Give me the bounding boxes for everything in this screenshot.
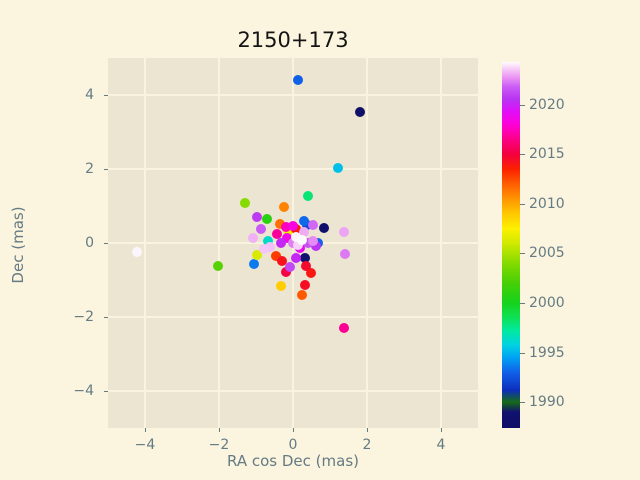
x-tick-mark <box>367 428 368 432</box>
scatter-point <box>275 219 286 230</box>
scatter-point <box>339 226 350 237</box>
scatter-point <box>262 213 273 224</box>
colorbar-tick-mark <box>520 104 525 106</box>
x-tick-mark <box>145 428 146 432</box>
scatter-point <box>319 222 330 233</box>
colorbar-tick-label: 2000 <box>529 295 565 312</box>
scatter-point <box>288 220 298 231</box>
scatter-point <box>300 260 311 271</box>
y-tick-mark <box>104 95 108 96</box>
scatter-point <box>259 243 270 254</box>
scatter-point <box>252 212 263 223</box>
colorbar-tick-mark <box>520 203 525 205</box>
scatter-point <box>270 250 281 261</box>
scatter-point <box>282 232 293 243</box>
y-tick-label: 0 <box>85 235 94 251</box>
scatter-point <box>131 246 142 257</box>
scatter-point <box>252 249 263 260</box>
colorbar-tick-label: 1990 <box>529 394 565 411</box>
scatter-point <box>272 229 283 240</box>
scatter-point <box>212 260 223 271</box>
colorbar-tick-mark <box>520 154 525 156</box>
x-tick-mark <box>441 428 442 432</box>
scatter-point <box>299 253 310 264</box>
y-axis-label: Dec (mas) <box>9 206 27 284</box>
scatter-point <box>293 74 304 85</box>
scatter-point <box>249 259 260 270</box>
x-tick-label: 0 <box>288 437 298 453</box>
x-tick-label: 4 <box>436 437 446 453</box>
y-tick-label: 4 <box>85 87 94 103</box>
scatter-point <box>280 222 291 233</box>
y-tick-label: −2 <box>73 309 94 325</box>
gridline-horizontal <box>108 390 478 392</box>
colorbar-tick-label: 2005 <box>529 245 565 262</box>
scatter-point <box>299 226 310 237</box>
x-tick-label: 2 <box>362 437 372 453</box>
x-tick-mark <box>219 428 220 432</box>
scatter-point <box>290 253 301 264</box>
y-tick-mark <box>104 317 108 318</box>
x-tick-mark <box>293 428 294 432</box>
colorbar-tick-label: 2010 <box>529 195 565 212</box>
scatter-point <box>340 249 351 260</box>
scatter-point <box>307 236 318 247</box>
scatter-point <box>239 198 250 209</box>
scatter-point <box>333 162 344 173</box>
scatter-point <box>285 262 296 273</box>
x-axis-label: RA cos Dec (mas) <box>227 452 359 470</box>
scatter-point <box>248 232 259 243</box>
gridline-horizontal <box>108 316 478 318</box>
scatter-point <box>262 236 273 247</box>
colorbar <box>502 62 520 428</box>
scatter-point <box>276 280 287 291</box>
scatter-point <box>265 242 276 253</box>
scatter-point <box>279 202 290 213</box>
scatter-point <box>354 107 365 118</box>
scatter-point <box>299 216 310 227</box>
scatter-point <box>303 191 314 201</box>
colorbar-tick-label: 2015 <box>529 146 565 163</box>
y-tick-label: −4 <box>73 383 94 399</box>
y-tick-mark <box>104 243 108 244</box>
colorbar-tick-mark <box>520 303 525 305</box>
scatter-point <box>290 232 301 243</box>
scatter-point <box>293 239 304 250</box>
scatter-point <box>310 240 321 251</box>
scatter-point <box>306 267 317 278</box>
scatter-point <box>296 235 307 246</box>
scatter-point <box>296 290 307 301</box>
x-tick-label: −4 <box>134 437 156 453</box>
scatter-point <box>299 280 310 291</box>
scatter-point <box>288 238 298 248</box>
scatter-point <box>256 223 267 234</box>
colorbar-tick-mark <box>520 402 525 404</box>
scatter-point <box>339 323 350 334</box>
plot-area <box>108 58 478 428</box>
y-tick-mark <box>104 169 108 170</box>
gridline-horizontal <box>108 168 478 170</box>
scatter-point <box>276 238 287 248</box>
y-tick-mark <box>104 391 108 392</box>
scatter-point <box>276 256 287 267</box>
gridline-horizontal <box>108 94 478 96</box>
plot-title: 2150+173 <box>237 28 349 52</box>
colorbar-tick-label: 2020 <box>529 96 565 113</box>
colorbar-tick-label: 1995 <box>529 344 565 361</box>
colorbar-tick-mark <box>520 253 525 255</box>
x-tick-label: −2 <box>208 437 230 453</box>
scatter-point <box>280 266 291 277</box>
colorbar-tick-mark <box>520 352 525 354</box>
scatter-point <box>307 219 318 230</box>
y-tick-label: 2 <box>85 161 94 177</box>
